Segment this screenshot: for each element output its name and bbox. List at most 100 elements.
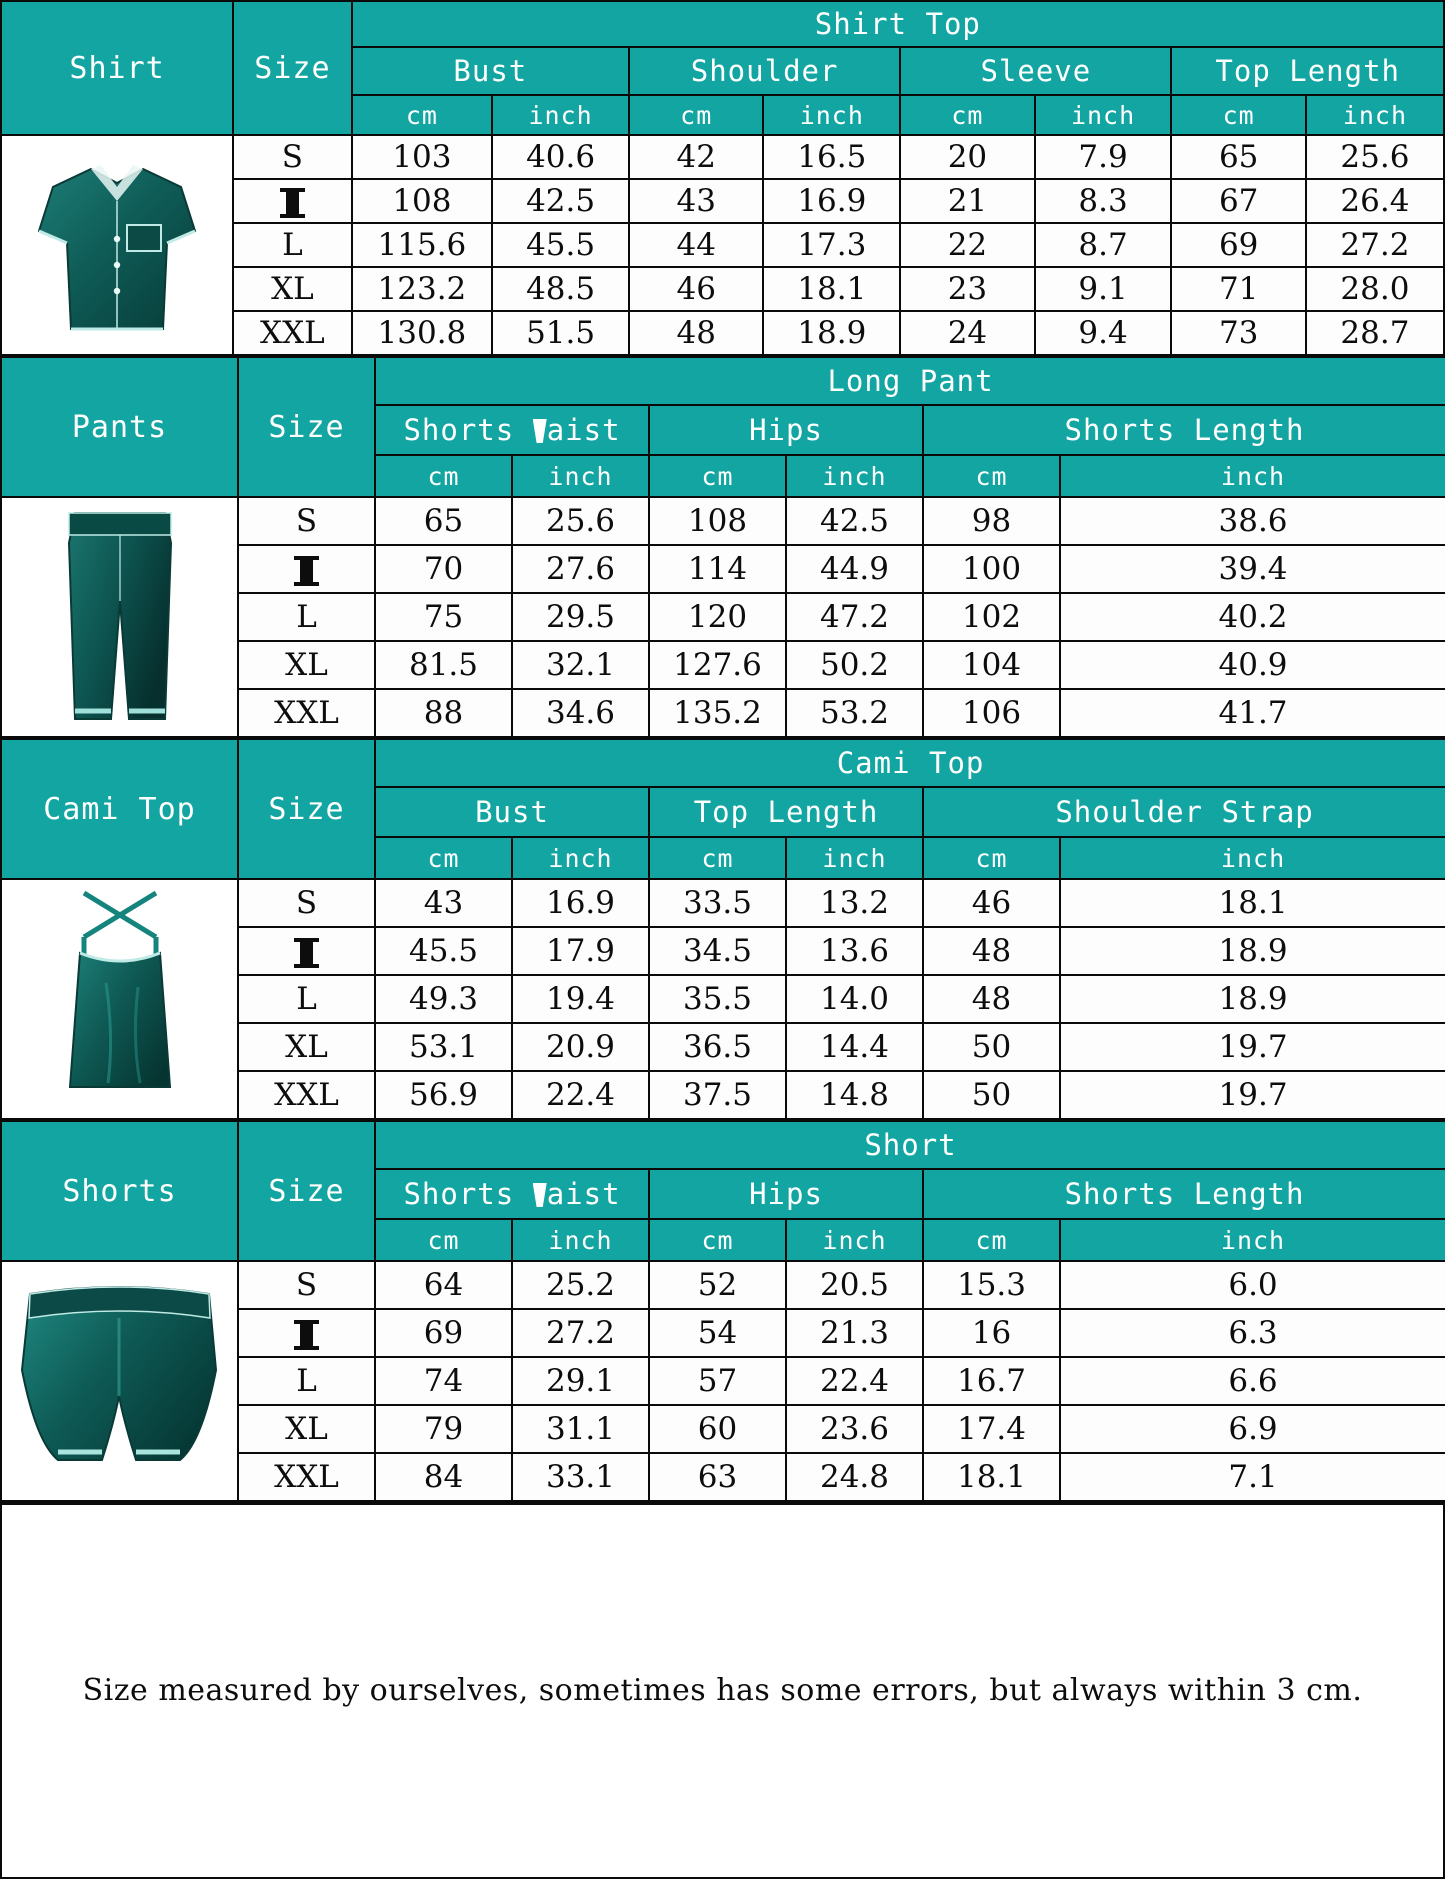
cell-value: 19.4 — [511, 974, 650, 1024]
cell-value: 114 — [648, 544, 787, 594]
cell-value: 23 — [899, 266, 1036, 312]
unit-cm: cm — [648, 454, 787, 498]
garment-image-shirt — [0, 134, 235, 356]
measurement-disclaimer: Size measured by ourselves, sometimes ha… — [0, 1502, 1445, 1879]
unit-inch: inch — [1059, 1218, 1445, 1262]
cell-value: 16 — [922, 1308, 1061, 1358]
cell-value: 56.9 — [374, 1070, 513, 1120]
cell-value: 9.4 — [1033, 310, 1173, 356]
cell-size — [237, 926, 376, 976]
measure-header-shoulder-strap: Shoulder Strap — [921, 786, 1445, 838]
cell-size: XXL — [232, 310, 353, 356]
unit-cm: cm — [648, 836, 787, 880]
cell-value: 42.5 — [785, 496, 924, 546]
cell-value: 19.7 — [1058, 1070, 1445, 1120]
cell-value: 100 — [922, 544, 1061, 594]
cell-value: 44 — [627, 222, 765, 268]
cell-size: S — [232, 134, 353, 180]
cell-value: 20.9 — [511, 1022, 650, 1072]
unit-inch: inch — [785, 454, 924, 498]
cell-value: 25.2 — [511, 1260, 650, 1310]
cell-value: 41.7 — [1058, 688, 1445, 738]
w-glyph — [532, 419, 547, 443]
table-row: 69 27.2 54 21.3 16 6.3 — [1, 1308, 1445, 1358]
cell-size: L — [237, 974, 376, 1024]
cell-value: 7.9 — [1033, 134, 1173, 180]
size-header-shorts: Size — [237, 1120, 376, 1262]
table-row: XXL 130.8 51.5 48 18.9 24 9.4 73 28.7 — [1, 310, 1445, 356]
cell-value: 51.5 — [491, 310, 630, 356]
cell-value: 35.5 — [648, 974, 787, 1024]
cell-value: 18.9 — [1058, 926, 1445, 976]
cell-value: 21.3 — [785, 1308, 924, 1358]
measure-header-hips: Hips — [648, 404, 924, 456]
table-row: 45.5 17.9 34.5 13.6 48 18.9 — [1, 926, 1445, 976]
size-m-glyph — [294, 555, 319, 586]
cell-value: 75 — [374, 592, 513, 642]
cell-value: 27.6 — [511, 544, 650, 594]
unit-inch: inch — [1033, 94, 1173, 136]
cell-value: 36.5 — [648, 1022, 787, 1072]
cell-value: 25.6 — [1304, 134, 1445, 180]
cell-value: 48 — [922, 926, 1061, 976]
cell-value: 45.5 — [374, 926, 513, 976]
cell-value: 60 — [648, 1404, 787, 1454]
size-m-glyph — [294, 937, 319, 968]
cell-value: 38.6 — [1058, 496, 1445, 546]
cell-value: 65 — [1170, 134, 1307, 180]
cell-value: 16.7 — [922, 1356, 1061, 1406]
cell-value: 18.9 — [1058, 974, 1445, 1024]
pants-size-table: Pants Size Long Pant Shorts aist Hips Sh… — [0, 356, 1445, 738]
cell-value: 40.6 — [491, 134, 630, 180]
unit-inch: inch — [511, 1218, 650, 1262]
cell-value: 16.9 — [511, 878, 650, 928]
cell-value: 108 — [648, 496, 787, 546]
cell-value: 7.1 — [1059, 1452, 1445, 1502]
unit-inch: inch — [1058, 454, 1445, 498]
measure-header-top-length: Top Length — [1170, 46, 1445, 96]
cell-value: 74 — [374, 1356, 513, 1406]
cell-value: 21 — [899, 178, 1036, 224]
cell-size: XL — [237, 1022, 376, 1072]
cell-size: L — [237, 592, 376, 642]
cell-value: 48.5 — [491, 266, 630, 312]
table-row: S 43 16.9 33.5 13.2 46 18.1 — [0, 878, 1445, 1120]
cell-value: 15.3 — [922, 1260, 1061, 1310]
cell-value: 33.1 — [511, 1452, 650, 1502]
table-row: XL 81.5 32.1 127.6 50.2 104 40.9 — [1, 640, 1445, 690]
unit-inch: inch — [1058, 836, 1445, 880]
cell-value: 42.5 — [491, 178, 630, 224]
cell-value: 6.9 — [1059, 1404, 1445, 1454]
cell-value: 44.9 — [785, 544, 924, 594]
cell-value: 106 — [922, 688, 1061, 738]
unit-cm: cm — [899, 94, 1036, 136]
unit-inch: inch — [785, 1218, 924, 1262]
table-row: L 74 29.1 57 22.4 16.7 6.6 — [1, 1356, 1445, 1406]
size-header-cami-top: Size — [237, 738, 376, 880]
cell-value: 70 — [374, 544, 513, 594]
cell-value: 18.1 — [922, 1452, 1061, 1502]
cell-size: S — [237, 878, 376, 928]
group-title-long-pant: Long Pant — [373, 356, 1445, 406]
size-m-glyph — [294, 1319, 319, 1350]
cell-size — [237, 544, 376, 594]
cell-value: 27.2 — [1304, 222, 1445, 268]
table-row: L 75 29.5 120 47.2 102 40.2 — [1, 592, 1445, 642]
cell-value: 71 — [1170, 266, 1307, 312]
cell-size: XL — [237, 1404, 376, 1454]
cell-value: 50 — [922, 1070, 1061, 1120]
cell-value: 29.1 — [511, 1356, 650, 1406]
cell-value: 25.6 — [511, 496, 650, 546]
measure-header-shorts-waist: Shorts aist — [374, 1168, 650, 1220]
cell-value: 54 — [648, 1308, 787, 1358]
w-glyph — [532, 1183, 547, 1207]
cell-value: 40.2 — [1058, 592, 1445, 642]
long-pants-icon — [67, 511, 172, 720]
cell-value: 6.0 — [1059, 1260, 1445, 1310]
cell-value: 26.4 — [1304, 178, 1445, 224]
cell-value: 17.4 — [922, 1404, 1061, 1454]
unit-cm: cm — [374, 836, 513, 880]
unit-cm: cm — [627, 94, 765, 136]
cell-value: 84 — [374, 1452, 513, 1502]
